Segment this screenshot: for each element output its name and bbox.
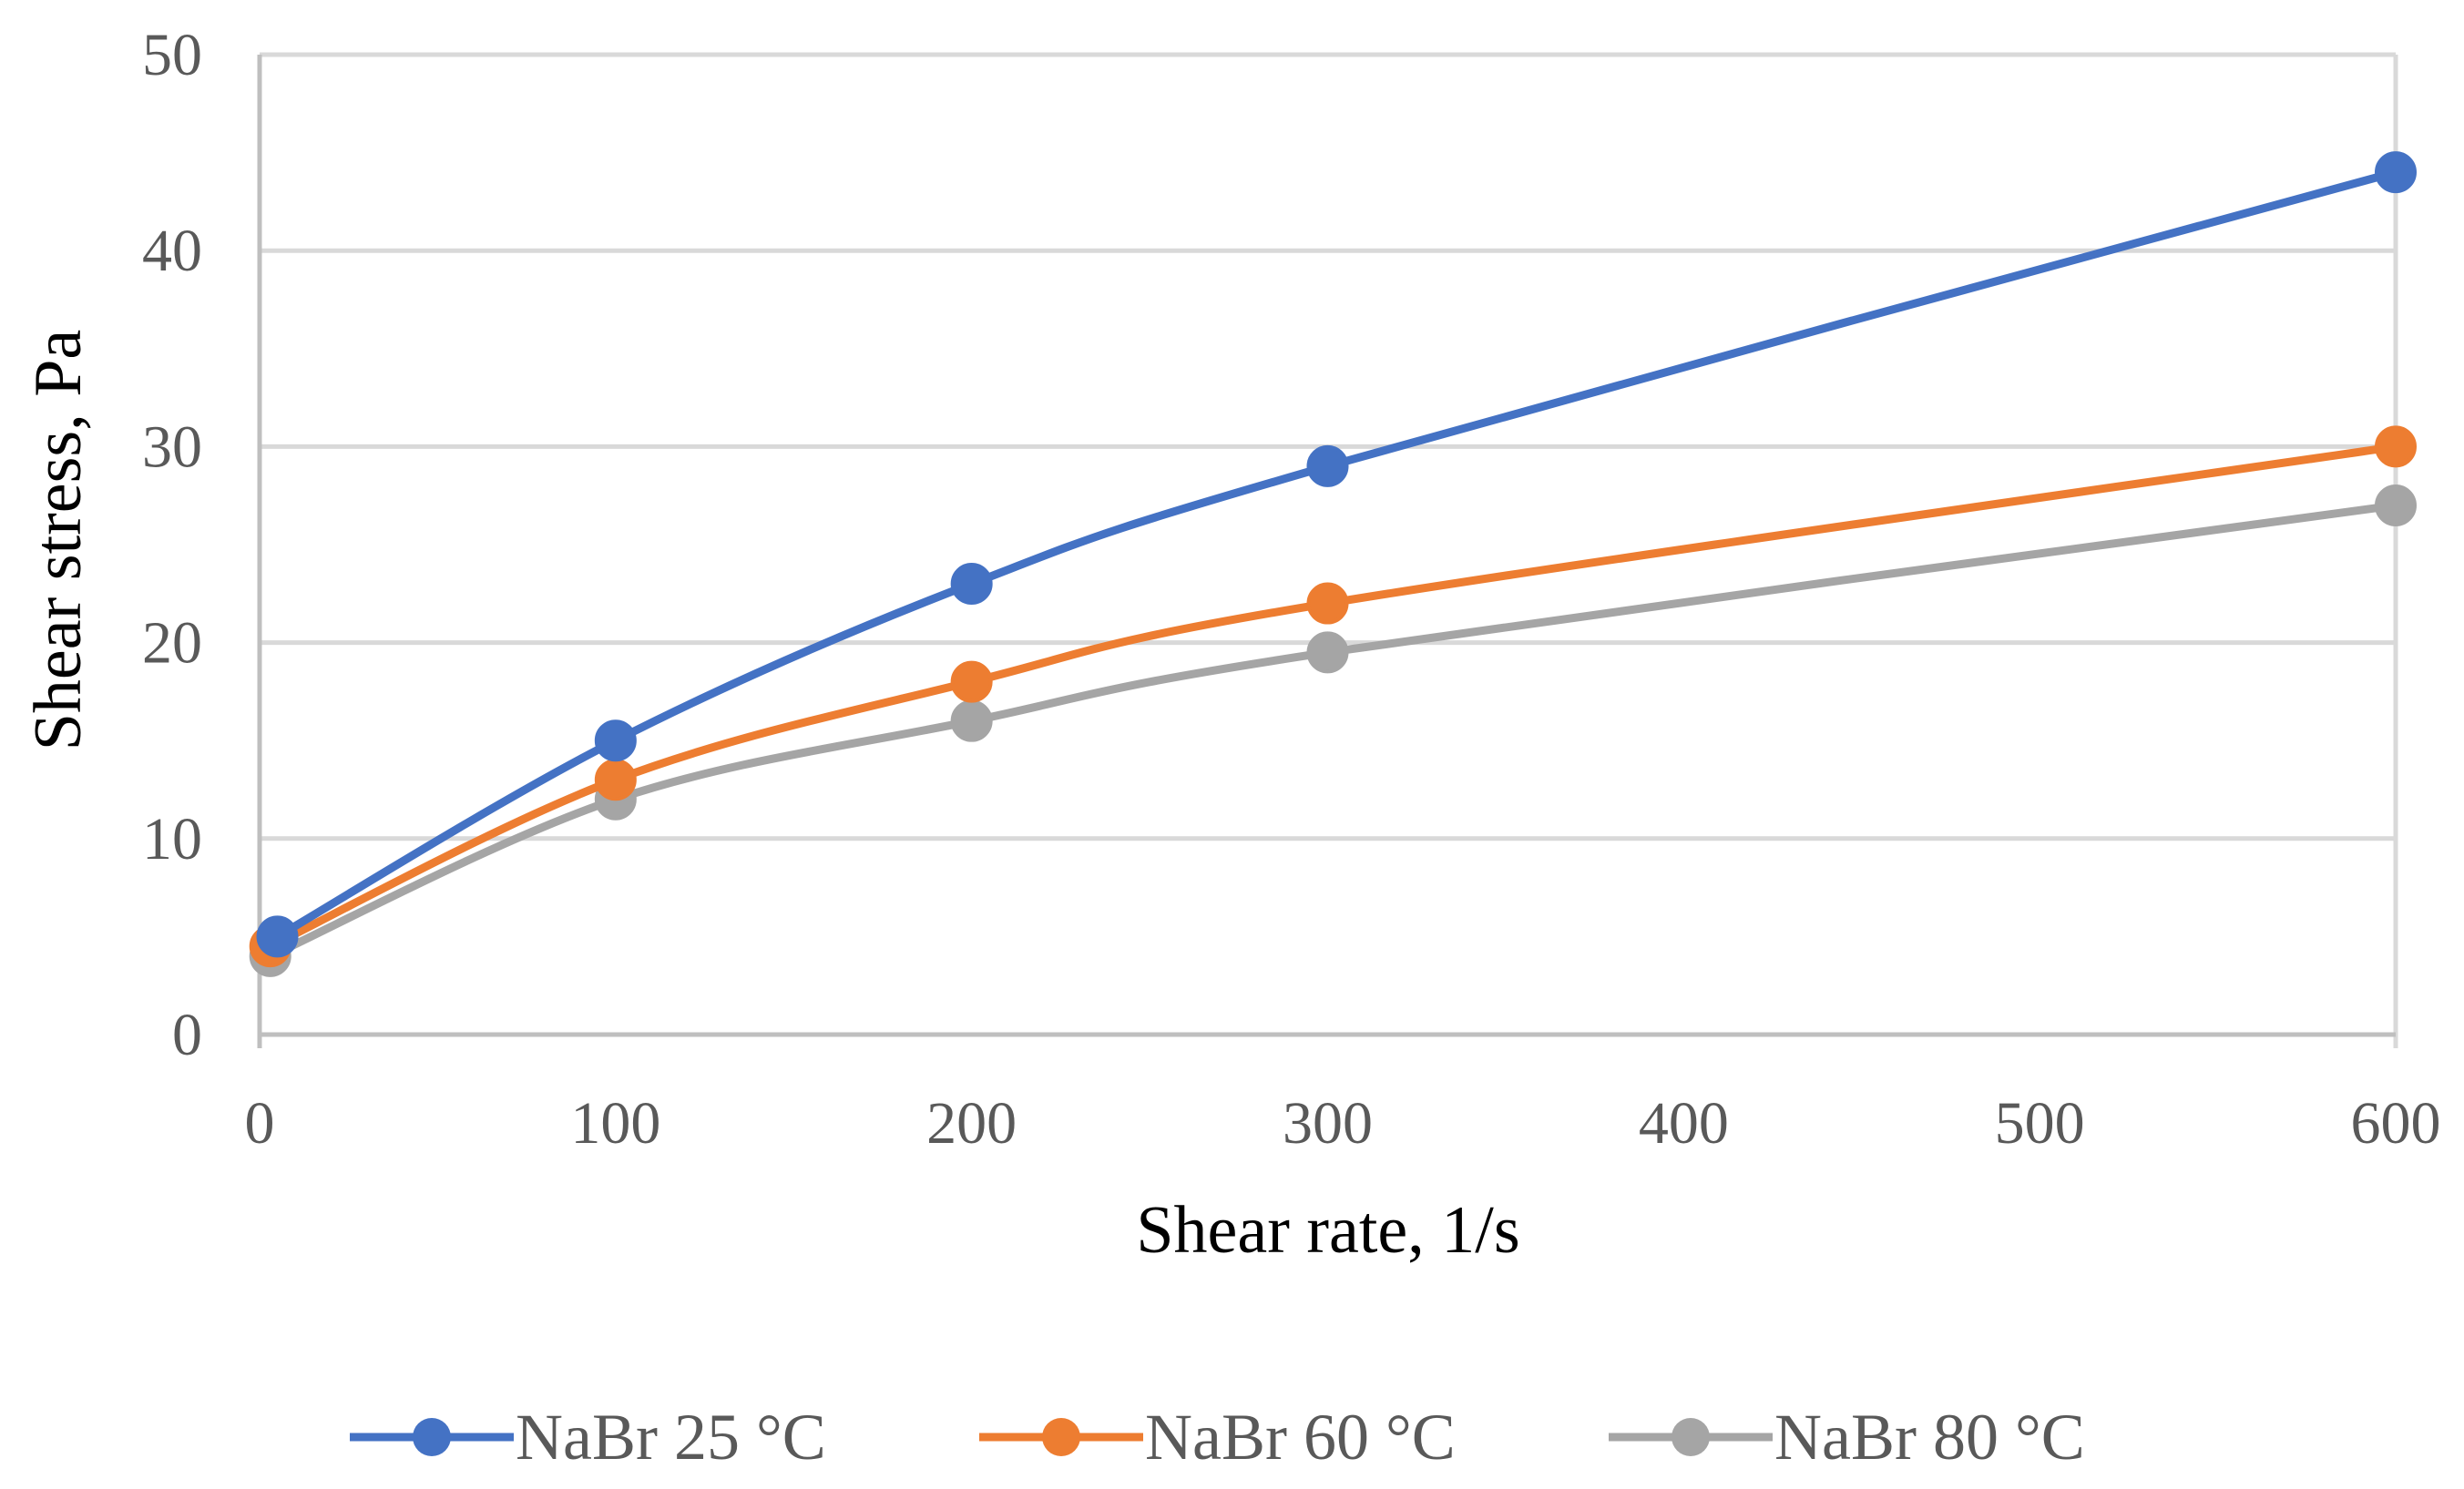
legend-label: NaBr 80 °C [1774,1401,2085,1474]
data-point-nabr-80-c [1306,631,1349,674]
series-nabr-60-c [249,425,2417,968]
series-line-nabr-60-c [266,442,2400,951]
legend-swatch-marker [1672,1418,1710,1456]
y-tick-label: 50 [142,22,202,88]
legend-label: NaBr 25 °C [516,1401,826,1474]
x-tick-label: 500 [1995,1090,2085,1157]
series-nabr-80-c [249,484,2417,977]
data-point-nabr-80-c [2375,484,2417,526]
data-point-nabr-60-c [594,759,637,801]
legend-item-nabr-25-c: NaBr 25 °C [350,1401,826,1474]
y-tick-label: 30 [142,413,202,480]
x-tick-label: 600 [2351,1090,2441,1157]
legend-swatch-marker [413,1418,451,1456]
legend: NaBr 25 °C NaBr 60 °C NaBr 80 °C [350,1401,2085,1474]
data-point-nabr-25-c [950,563,993,606]
data-point-nabr-25-c [594,719,637,762]
x-tick-label: 200 [926,1090,1017,1157]
series-line-nabr-25-c [273,168,2400,941]
legend-swatch-marker [1042,1418,1080,1456]
x-tick-label: 300 [1283,1090,1373,1157]
y-tick-label: 40 [142,218,202,284]
legend-item-nabr-60-c: NaBr 60 °C [979,1401,1456,1474]
axes [257,55,2396,1048]
series-nabr-25-c [256,151,2417,958]
x-tick-label: 0 [245,1090,275,1157]
legend-item-nabr-80-c: NaBr 80 °C [1609,1401,2085,1474]
y-axis-title: Shear stress, Pa [21,330,96,750]
data-point-nabr-80-c [950,699,993,742]
data-point-nabr-25-c [2375,151,2417,194]
x-tick-label: 400 [1639,1090,1729,1157]
series-layer [249,151,2417,977]
data-point-nabr-60-c [1306,582,1349,625]
data-point-nabr-60-c [2375,425,2417,468]
x-axis-title: Shear rate, 1/s [1136,1193,1519,1268]
data-point-nabr-60-c [950,660,993,703]
y-tick-label: 20 [142,610,202,677]
series-line-nabr-80-c [266,501,2400,961]
data-point-nabr-25-c [256,915,299,958]
data-point-nabr-25-c [1306,444,1349,487]
legend-label: NaBr 60 °C [1145,1401,1456,1474]
y-tick-label: 0 [172,1002,202,1068]
y-tick-label: 10 [142,806,202,872]
x-tick-label: 100 [570,1090,660,1157]
